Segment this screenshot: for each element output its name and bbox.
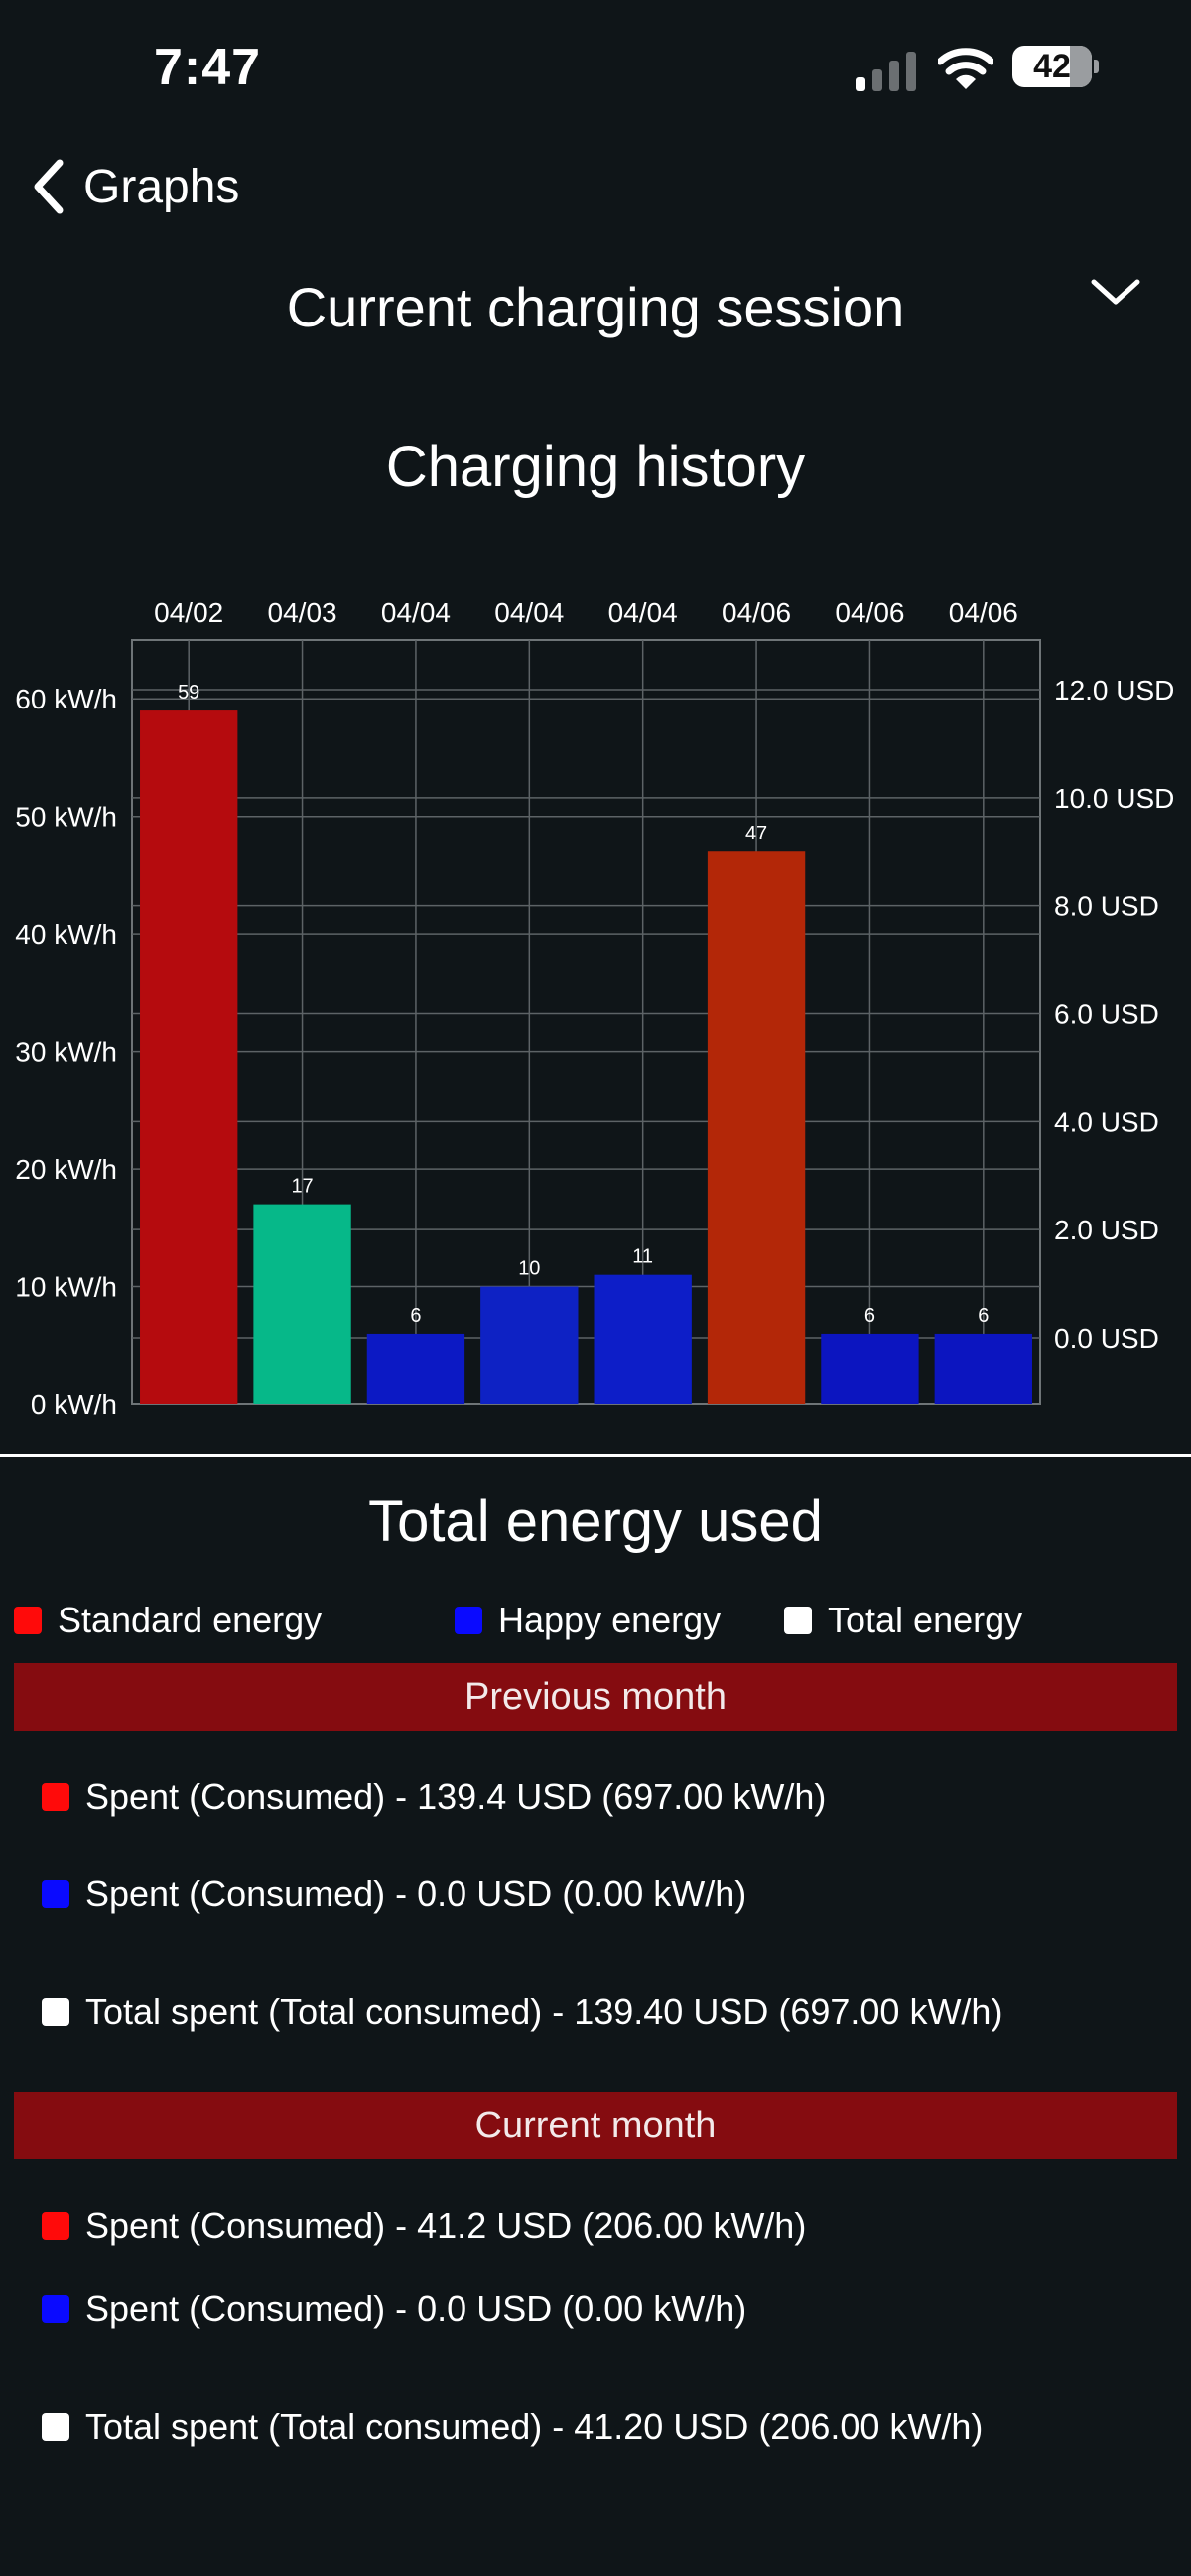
plot-frame xyxy=(131,639,1041,1405)
session-dropdown[interactable]: Current charging session xyxy=(0,263,1191,352)
chart-bar xyxy=(140,710,238,1404)
bar-value-label: 10 xyxy=(518,1258,540,1280)
y-left-tick-label: 0 kW/h xyxy=(31,1389,117,1420)
current-month-header: Current month xyxy=(14,2092,1177,2159)
y-left-tick-label: 30 kW/h xyxy=(15,1037,117,1068)
bar-value-label: 6 xyxy=(410,1305,421,1327)
divider xyxy=(0,1454,1191,1457)
chevron-down-icon[interactable] xyxy=(1090,276,1141,308)
blue-square-icon xyxy=(42,2295,69,2323)
y-right-tick-label: 6.0 USD xyxy=(1054,999,1159,1030)
back-button[interactable]: Graphs xyxy=(30,159,239,214)
white-square-icon xyxy=(42,1998,69,2026)
chart-bar xyxy=(253,1204,351,1404)
previous-month-header: Previous month xyxy=(14,1663,1177,1731)
legend-total-energy: Total energy xyxy=(784,1600,1022,1641)
y-left-tick-label: 10 kW/h xyxy=(15,1272,117,1303)
y-right-tick-label: 0.0 USD xyxy=(1054,1323,1159,1353)
previous-month-standard-row: Spent (Consumed) - 139.4 USD (697.00 kW/… xyxy=(42,1776,826,1818)
y-right-tick-label: 12.0 USD xyxy=(1054,675,1174,706)
x-tick-label: 04/02 xyxy=(154,597,223,628)
y-left-tick-label: 20 kW/h xyxy=(15,1154,117,1185)
y-right-tick-label: 4.0 USD xyxy=(1054,1106,1159,1137)
current-month-standard-row: Spent (Consumed) - 41.2 USD (206.00 kW/h… xyxy=(42,2205,806,2247)
y-left-tick-label: 40 kW/h xyxy=(15,919,117,950)
y-right-tick-label: 2.0 USD xyxy=(1054,1215,1159,1245)
legend-happy-label: Happy energy xyxy=(498,1600,722,1640)
battery-icon: 42 xyxy=(1012,46,1099,87)
red-square-icon xyxy=(14,1607,42,1634)
chart-bar xyxy=(821,1333,919,1404)
chart-bar xyxy=(366,1333,465,1404)
x-tick-label: 04/04 xyxy=(494,597,564,628)
session-dropdown-value: Current charging session xyxy=(286,276,905,338)
cellular-signal-icon xyxy=(856,52,916,91)
previous-month-total-row: Total spent (Total consumed) - 139.40 US… xyxy=(42,1992,1002,2033)
previous-month-happy-row: Spent (Consumed) - 0.0 USD (0.00 kW/h) xyxy=(42,1873,746,1915)
x-tick-label: 04/03 xyxy=(268,597,337,628)
red-square-icon xyxy=(42,1783,69,1811)
chart-bar xyxy=(594,1274,692,1404)
red-square-icon xyxy=(42,2212,69,2240)
status-time: 7:47 xyxy=(154,39,262,96)
bar-value-label: 6 xyxy=(978,1305,989,1327)
current-month-happy-text: Spent (Consumed) - 0.0 USD (0.00 kW/h) xyxy=(85,2288,747,2329)
bar-value-label: 6 xyxy=(864,1305,875,1327)
legend-happy-energy: Happy energy xyxy=(455,1600,721,1641)
blue-square-icon xyxy=(42,1880,69,1908)
x-tick-label: 04/06 xyxy=(835,597,904,628)
battery-level: 42 xyxy=(1033,48,1071,85)
previous-month-total-text: Total spent (Total consumed) - 139.40 US… xyxy=(85,1992,1003,2032)
x-tick-label: 04/04 xyxy=(608,597,678,628)
chart-bar xyxy=(480,1286,579,1404)
y-right-tick-label: 8.0 USD xyxy=(1054,891,1159,922)
previous-month-standard-text: Spent (Consumed) - 139.4 USD (697.00 kW/… xyxy=(85,1776,827,1817)
legend-standard-label: Standard energy xyxy=(58,1600,323,1640)
back-label: Graphs xyxy=(83,160,240,213)
x-tick-label: 04/04 xyxy=(381,597,451,628)
x-tick-label: 04/06 xyxy=(949,597,1018,628)
y-right-tick-label: 10.0 USD xyxy=(1054,783,1174,814)
current-month-standard-text: Spent (Consumed) - 41.2 USD (206.00 kW/h… xyxy=(85,2205,807,2246)
legend-total-label: Total energy xyxy=(828,1600,1023,1640)
y-left-tick-label: 60 kW/h xyxy=(15,684,117,714)
charging-history-chart: 0 kW/h 10 kW/h 20 kW/h 30 kW/h 40 kW/h 50 kW/… xyxy=(15,597,1174,1420)
white-square-icon xyxy=(42,2413,69,2441)
current-month-total-text: Total spent (Total consumed) - 41.20 USD… xyxy=(85,2406,984,2447)
energy-title: Total energy used xyxy=(368,1489,823,1554)
chart-bar xyxy=(934,1333,1032,1404)
legend-standard-energy: Standard energy xyxy=(14,1600,322,1641)
bar-value-label: 11 xyxy=(632,1246,653,1268)
white-square-icon xyxy=(784,1607,812,1634)
chevron-left-icon xyxy=(34,159,64,214)
previous-month-happy-text: Spent (Consumed) - 0.0 USD (0.00 kW/h) xyxy=(85,1873,747,1914)
chart-title: Charging history xyxy=(385,435,806,499)
wifi-icon xyxy=(938,48,993,89)
blue-square-icon xyxy=(455,1607,482,1634)
y-left-tick-label: 50 kW/h xyxy=(15,802,117,833)
chart-bar xyxy=(707,851,806,1404)
bar-value-label: 47 xyxy=(745,823,767,844)
current-month-total-row: Total spent (Total consumed) - 41.20 USD… xyxy=(42,2406,983,2448)
x-tick-label: 04/06 xyxy=(722,597,791,628)
bar-value-label: 17 xyxy=(291,1176,313,1198)
current-month-happy-row: Spent (Consumed) - 0.0 USD (0.00 kW/h) xyxy=(42,2288,746,2330)
bar-value-label: 59 xyxy=(178,682,199,704)
